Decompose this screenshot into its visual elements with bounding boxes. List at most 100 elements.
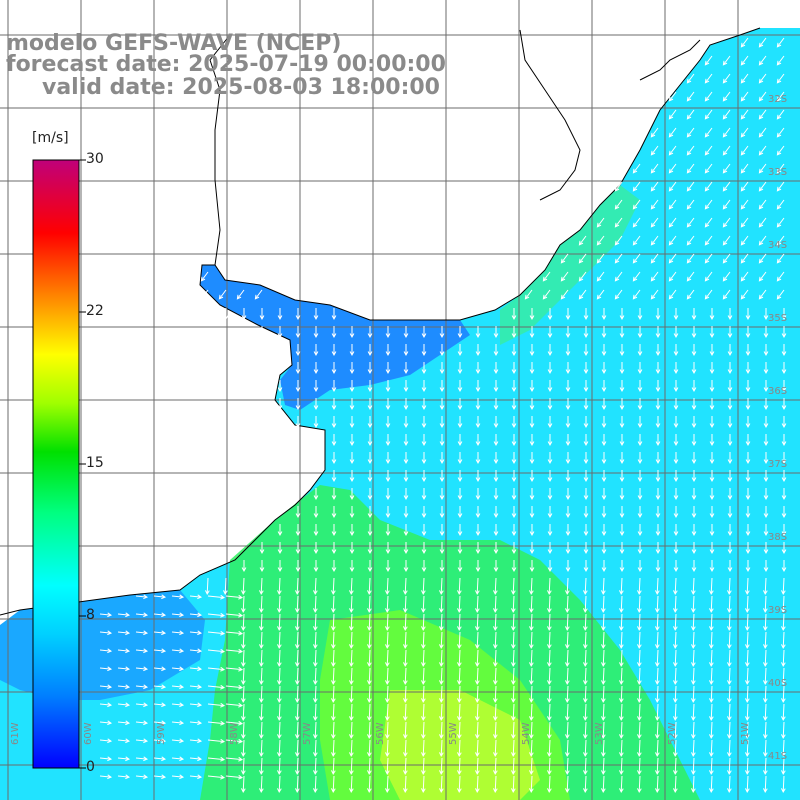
wind-arrow [655,649,660,668]
wind-arrow [403,739,408,758]
wind-arrow [385,613,390,632]
wind-arrow [709,344,715,357]
wind-arrow [457,595,462,614]
wind-arrow [709,542,715,555]
wind-arrow [655,416,661,429]
wind-arrow [511,613,516,632]
wind-arrow [439,524,445,537]
wind-arrow [596,217,605,228]
wind-arrow [99,720,113,726]
wind-arrows [99,37,787,794]
wind-arrow [349,631,354,650]
wind-arrow [225,594,244,600]
wind-arrow [691,667,696,686]
wind-arrow [583,560,589,573]
wind-arrow [385,649,390,668]
wind-arrow [650,271,659,282]
wind-arrow [673,613,678,632]
wind-arrow [421,542,427,555]
wind-arrow [457,452,463,465]
wind-arrow [259,542,265,555]
wind-arrow [763,542,769,555]
wind-arrow [583,595,588,614]
wind-arrow [650,163,659,174]
wind-arrow [668,217,677,228]
wind-arrow [655,362,661,375]
wind-arrow [565,434,571,447]
wind-arrow [524,289,533,300]
wind-arrow [171,630,185,636]
wind-arrow [740,109,749,120]
wind-arrow [637,577,642,596]
wind-arrow [207,702,226,708]
wind-arrow [493,416,499,429]
wind-arrow [686,199,695,210]
wind-arrow [189,594,203,600]
wind-arrow [295,362,301,375]
wind-arrow [295,595,300,614]
wind-arrow [367,613,372,632]
wind-arrow [511,667,516,686]
wind-arrow [637,542,643,555]
wind-arrow [171,756,185,762]
wind-arrow [493,344,499,357]
wind-arrow [135,738,149,744]
wind-arrow [691,326,697,339]
wind-arrow [403,542,409,555]
wind-arrow [709,380,715,393]
wind-arrow [781,757,786,776]
wind-arrow [619,326,625,339]
wind-arrow [637,560,643,573]
wind-arrow [403,667,408,686]
wind-arrow [614,289,623,300]
wind-arrow [385,344,391,357]
wind-arrow [475,542,481,555]
wind-arrow [439,452,445,465]
wind-arrow [313,595,318,614]
colorbar-tick-label: 30 [86,151,104,167]
wind-arrow [385,434,391,447]
wind-arrow [637,308,643,321]
wind-arrow [583,613,588,632]
wind-arrow [740,199,749,210]
wind-arrow [691,344,697,357]
wind-arrow [763,506,769,519]
wind-arrow [385,542,391,555]
wind-arrow [331,362,337,375]
wind-arrow [583,775,588,794]
wind-arrow [565,326,571,339]
wind-arrow [686,109,695,120]
wind-arrow [655,685,660,704]
wind-arrow [511,524,517,537]
wind-arrow [367,775,372,794]
wind-arrow [349,775,354,794]
wind-arrow [385,506,391,519]
wind-arrow [722,235,731,246]
wind-arrow [583,326,589,339]
wind-arrow [439,506,445,519]
wind-arrow [200,289,209,300]
wind-arrow [758,73,767,84]
wind-arrow [722,73,731,84]
wind-arrow [439,667,444,686]
wind-arrow [511,398,517,411]
wind-arrow [709,326,715,339]
wind-arrow [776,55,785,66]
wind-arrow [691,613,696,632]
wind-arrow [529,362,535,375]
wind-arrow [529,721,534,740]
wind-arrow [153,756,167,762]
wind-arrow [740,271,749,282]
wind-arrow [745,577,750,596]
wind-arrow [457,380,463,393]
wind-arrow [295,631,300,650]
wind-arrow [565,452,571,465]
wind-arrow [241,685,246,704]
wind-arrow [650,127,659,138]
wind-arrow [655,667,660,686]
wind-arrow [331,613,336,632]
wind-arrow [655,560,661,573]
wind-arrow [745,560,751,573]
wind-arrow [277,326,283,339]
